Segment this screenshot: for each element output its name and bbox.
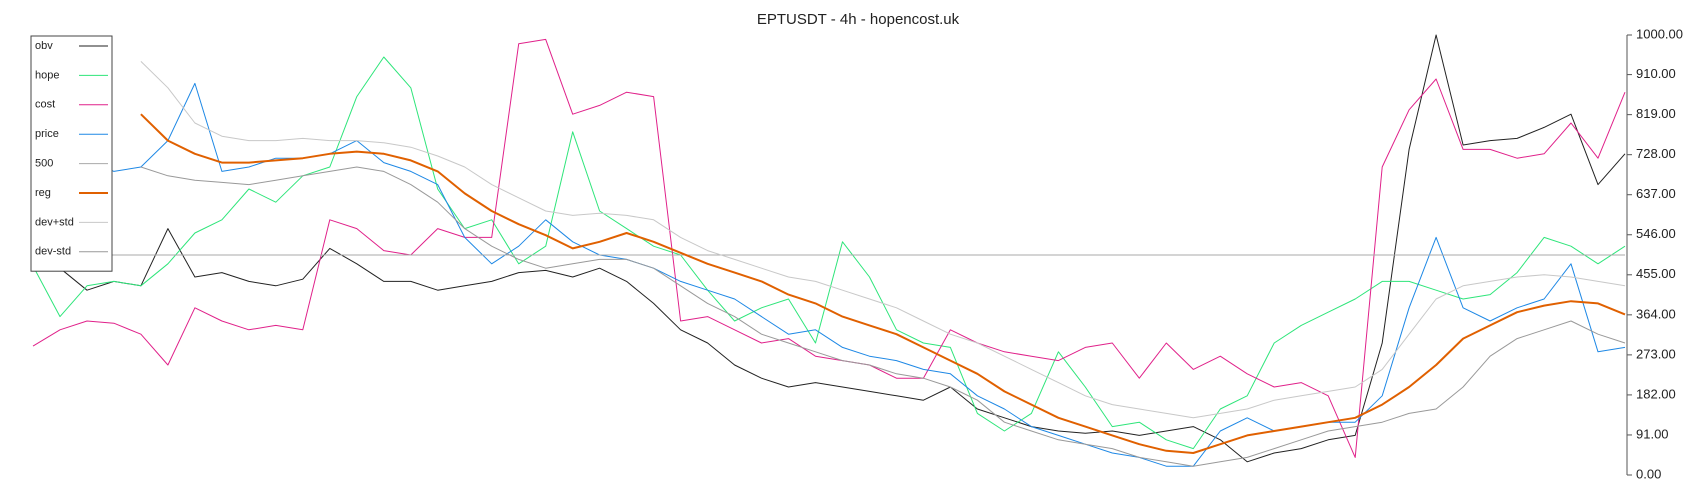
legend-label: reg <box>35 187 51 199</box>
series-line <box>32 56 1626 450</box>
y-tick-label: 1000.00 <box>1636 26 1683 41</box>
y-tick-label: 91.00 <box>1636 426 1669 441</box>
series-line <box>32 38 1626 458</box>
y-tick-label: 273.00 <box>1636 346 1676 361</box>
plot-lines <box>32 34 1626 467</box>
legend-label: dev+std <box>35 216 74 228</box>
y-tick-label: 910.00 <box>1636 66 1676 81</box>
legend-label: 500 <box>35 158 53 170</box>
chart-title: EPTUSDT - 4h - hopencost.uk <box>757 11 960 28</box>
series-line <box>140 113 1626 454</box>
legend: obv hope cost price 500 reg dev+std dev-std <box>30 35 113 272</box>
legend-label: cost <box>35 99 55 111</box>
series-line <box>140 166 1626 467</box>
legend-label: price <box>35 128 59 140</box>
series-line <box>140 61 1626 419</box>
series-line <box>32 34 1626 463</box>
legend-label: obv <box>35 40 53 52</box>
y-tick-label: 637.00 <box>1636 186 1676 201</box>
y-tick-label: 182.00 <box>1636 386 1676 401</box>
y-tick-label: 728.00 <box>1636 146 1676 161</box>
y-tick-label: 455.00 <box>1636 266 1676 281</box>
legend-label: dev-std <box>35 246 71 258</box>
legend-label: hope <box>35 69 59 81</box>
y-tick-label: 364.00 <box>1636 306 1676 321</box>
y-tick-label: 546.00 <box>1636 226 1676 241</box>
y-tick-label: 0.00 <box>1636 466 1661 481</box>
y-tick-label: 819.00 <box>1636 106 1676 121</box>
